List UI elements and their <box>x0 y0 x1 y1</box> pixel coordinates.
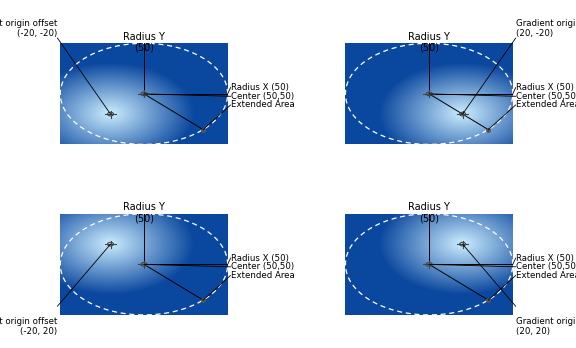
Text: Gradient origin offset
(20, 20): Gradient origin offset (20, 20) <box>516 317 576 336</box>
Text: Radius X (50): Radius X (50) <box>230 83 289 92</box>
Text: Gradient origin offset
(-20, -20): Gradient origin offset (-20, -20) <box>0 19 58 38</box>
Text: Center (50,50): Center (50,50) <box>516 262 576 271</box>
Text: Gradient origin offset
(-20, 20): Gradient origin offset (-20, 20) <box>0 317 58 336</box>
Text: Radius Y: Radius Y <box>408 32 450 41</box>
Text: Extended Area: Extended Area <box>230 101 294 110</box>
Text: Radius X (50): Radius X (50) <box>516 83 574 92</box>
Text: (50): (50) <box>134 42 154 53</box>
Text: (50): (50) <box>134 213 154 223</box>
Text: Radius Y: Radius Y <box>123 202 165 212</box>
Text: Center (50,50): Center (50,50) <box>230 92 294 101</box>
Text: (50): (50) <box>419 213 439 223</box>
Text: Radius Y: Radius Y <box>123 32 165 41</box>
Text: Radius Y: Radius Y <box>408 202 450 212</box>
Text: Gradient origin offset
(20, -20): Gradient origin offset (20, -20) <box>516 19 576 38</box>
Text: (50): (50) <box>419 42 439 53</box>
Text: Extended Area: Extended Area <box>516 101 576 110</box>
Text: Center (50,50): Center (50,50) <box>230 262 294 271</box>
Text: Radius X (50): Radius X (50) <box>230 254 289 263</box>
Text: Extended Area: Extended Area <box>230 271 294 280</box>
Text: Radius X (50): Radius X (50) <box>516 254 574 263</box>
Text: Center (50,50): Center (50,50) <box>516 92 576 101</box>
Text: Extended Area: Extended Area <box>516 271 576 280</box>
